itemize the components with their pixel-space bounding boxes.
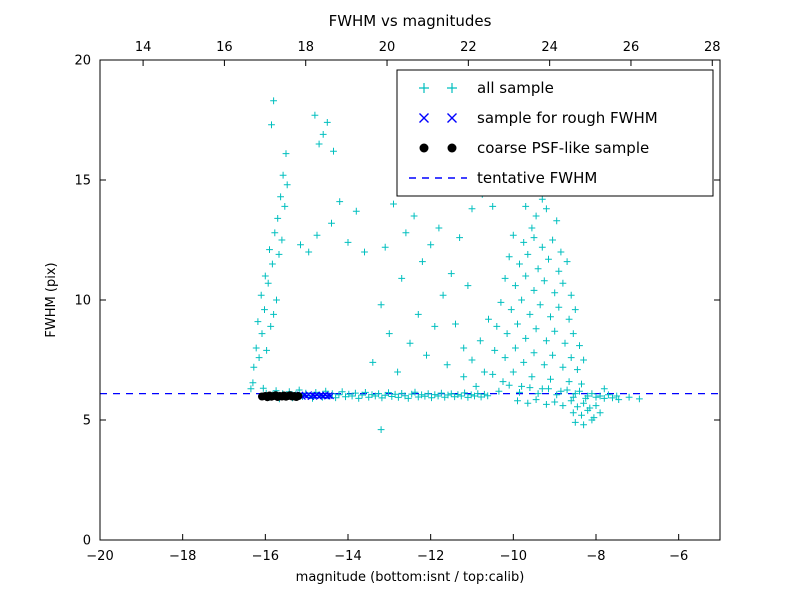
y-tick-label: 15 [74, 174, 91, 189]
dot-marker-icon [419, 143, 429, 153]
legend: all sample sample for rough FWHM coarse PS… [396, 69, 714, 197]
legend-entry: tentative FWHM [409, 169, 597, 187]
series-coarse-psf-like-sample [258, 391, 303, 402]
x-tick-label-bottom: −10 [500, 549, 527, 564]
plus-marker-icon [419, 83, 457, 93]
chart-title: FWHM vs magnitudes [329, 12, 492, 30]
x-tick-label-bottom: −18 [169, 549, 196, 564]
legend-entry: sample for rough FWHM [419, 109, 658, 127]
x-tick-label-top: 22 [460, 40, 477, 55]
legend-entry-label: tentative FWHM [477, 169, 597, 187]
x-tick-label-bottom: −20 [86, 549, 113, 564]
y-tick-label: 20 [74, 54, 91, 69]
x-tick-label-top: 24 [541, 40, 558, 55]
y-axis-label: FWHM (pix) [44, 262, 59, 337]
x-tick-label-bottom: −8 [586, 549, 605, 564]
dot-marker-icon [447, 143, 457, 153]
x-tick-label-top: 18 [297, 40, 314, 55]
x-tick-label-bottom: −16 [252, 549, 279, 564]
y-tick-label: 10 [74, 294, 91, 309]
x-marker-icon [419, 113, 457, 123]
x-tick-label-top: 14 [135, 40, 152, 55]
legend-entry-label: coarse PSF-like sample [477, 139, 649, 157]
x-tick-label-bottom: −12 [417, 549, 444, 564]
y-tick-label: 5 [83, 414, 91, 429]
x-axis-label: magnitude (bottom:isnt / top:calib) [296, 570, 525, 585]
legend-entry: all sample [419, 79, 554, 97]
legend-entry-label: all sample [477, 79, 554, 97]
x-tick-label-top: 16 [216, 40, 233, 55]
legend-box [396, 69, 714, 197]
y-tick-label: 0 [83, 534, 91, 549]
x-tick-label-top: 20 [379, 40, 396, 55]
x-tick-label-top: 28 [704, 40, 721, 55]
x-tick-label-bottom: −14 [334, 549, 361, 564]
legend-entry: coarse PSF-like sample [419, 139, 649, 157]
chart-layers: −20 −18 −16 −14 −12 −10 −8 −6 14 16 18 20 22 24 26 28 0 5… [74, 40, 720, 564]
x-tick-label-bottom: −6 [669, 549, 688, 564]
legend-entry-label: sample for rough FWHM [477, 109, 658, 127]
axes-frame: −20 −18 −16 −14 −12 −10 −8 −6 14 16 18 20 22 24 26 28 0 5… [74, 40, 720, 564]
x-tick-label-top: 26 [623, 40, 640, 55]
